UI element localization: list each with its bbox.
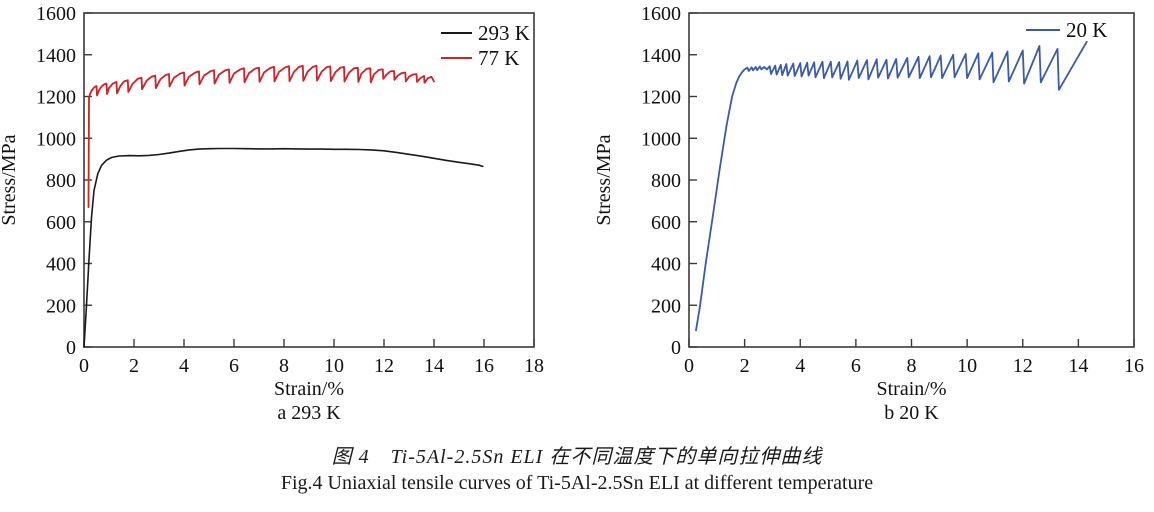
- caption-english: Fig.4 Uniaxial tensile curves of Ti-5Al-…: [280, 472, 874, 494]
- x-tick-label: 16: [1124, 355, 1144, 377]
- x-axis-title: Strain/%: [877, 378, 947, 400]
- x-tick-label: 4: [795, 355, 805, 377]
- plot-frame: [83, 12, 535, 348]
- y-tick-label: 1000: [641, 128, 681, 150]
- y-tick-label: 1200: [36, 87, 76, 109]
- caption-chinese: 图 4 Ti-5Al-2.5Sn ELI 在不同温度下的单向拉伸曲线: [331, 446, 823, 468]
- y-tick-label: 1600: [36, 3, 76, 25]
- chart-panel-b-20k: 0 2 4 6 8 10 12 14 16 0 200 400 600 800 1000 1200 1400 16…: [577, 0, 1154, 430]
- x-tick-label: 4: [179, 355, 189, 377]
- x-tick-label: 16: [474, 355, 494, 377]
- y-axis-title: Stress/MPa: [0, 134, 20, 225]
- x-tick-label: 14: [424, 355, 444, 377]
- x-tick-label: 18: [524, 355, 544, 377]
- y-tick-label: 600: [46, 212, 76, 234]
- y-tick-label: 1400: [641, 45, 681, 67]
- y-tick-label: 200: [651, 295, 681, 317]
- chart-b-canvas: 0 2 4 6 8 10 12 14 16 0 200 400 600 800 1000 1200 1400 16…: [593, 3, 1144, 424]
- x-tick-label: 2: [740, 355, 750, 377]
- x-tick-label: 8: [907, 355, 917, 377]
- legend-label: 293 K: [478, 21, 530, 45]
- y-tick-label: 1400: [36, 45, 76, 67]
- legend-label: 20 K: [1066, 18, 1107, 42]
- y-tick-label: 600: [651, 212, 681, 234]
- y-tick-label: 0: [671, 337, 681, 359]
- x-tick-label: 2: [129, 355, 139, 377]
- legend-label: 77 K: [478, 46, 519, 70]
- y-axis-title: Stress/MPa: [593, 134, 615, 225]
- x-tick-label: 0: [79, 355, 89, 377]
- x-tick-label: 6: [851, 355, 861, 377]
- x-tick-label: 0: [684, 355, 694, 377]
- series-curve-77-k: [87, 64, 435, 209]
- x-tick-label: 6: [229, 355, 239, 377]
- chart-panel-a-293k: 0 2 4 6 8 10 12 14 16 18 0 200 400 600 800 1000 1200 1400…: [0, 0, 577, 430]
- plot-frame: [688, 12, 1135, 348]
- y-tick-label: 400: [651, 254, 681, 276]
- y-tick-label: 400: [46, 254, 76, 276]
- y-tick-label: 1200: [641, 87, 681, 109]
- x-tick-label: 12: [1013, 355, 1033, 377]
- panel-subtitle: b 20 K: [884, 402, 939, 424]
- figure-caption: 图 4 Ti-5Al-2.5Sn ELI 在不同温度下的单向拉伸曲线 Fig.4…: [0, 444, 1154, 496]
- series-curve-293-k: [83, 147, 484, 348]
- y-tick-label: 800: [651, 170, 681, 192]
- y-tick-label: 1600: [641, 3, 681, 25]
- y-tick-label: 0: [66, 337, 76, 359]
- x-axis-title: Strain/%: [274, 378, 344, 400]
- series-curve-20-k: [695, 40, 1088, 332]
- chart-a-canvas: 0 2 4 6 8 10 12 14 16 18 0 200 400 600 800 1000 1200 1400…: [0, 3, 544, 424]
- y-tick-label: 800: [46, 170, 76, 192]
- x-tick-label: 8: [279, 355, 289, 377]
- x-tick-label: 14: [1068, 355, 1088, 377]
- x-tick-label: 10: [957, 355, 977, 377]
- x-tick-label: 10: [324, 355, 344, 377]
- y-tick-label: 1000: [36, 128, 76, 150]
- x-tick-label: 12: [374, 355, 394, 377]
- panel-subtitle: a 293 K: [277, 402, 341, 424]
- y-tick-label: 200: [46, 295, 76, 317]
